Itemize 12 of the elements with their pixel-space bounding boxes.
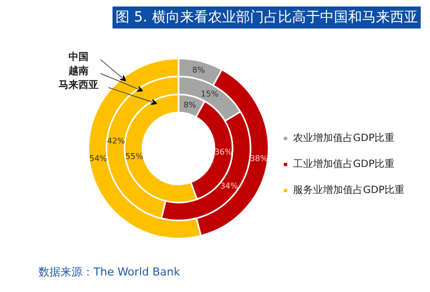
legend-label: 服务业增加值占GDP比重 [293,184,404,197]
data-label: 8% [192,66,206,75]
source-note: 数据来源：The World Bank [38,266,181,278]
data-label: 34% [220,182,238,191]
legend-label: 农业增加值占GDP比重 [293,132,394,145]
slice-label: 越南 [68,65,88,77]
chart-title: 图 5. 横向来看农业部门占比高于中国和马来西亚 [116,10,418,26]
slice-label: 中国 [68,51,88,63]
legend-label: 工业增加值占GDP比重 [293,158,394,171]
slice-label: 马来西亚 [58,79,98,91]
data-label: 15% [200,89,219,98]
data-label: 8% [183,100,197,110]
